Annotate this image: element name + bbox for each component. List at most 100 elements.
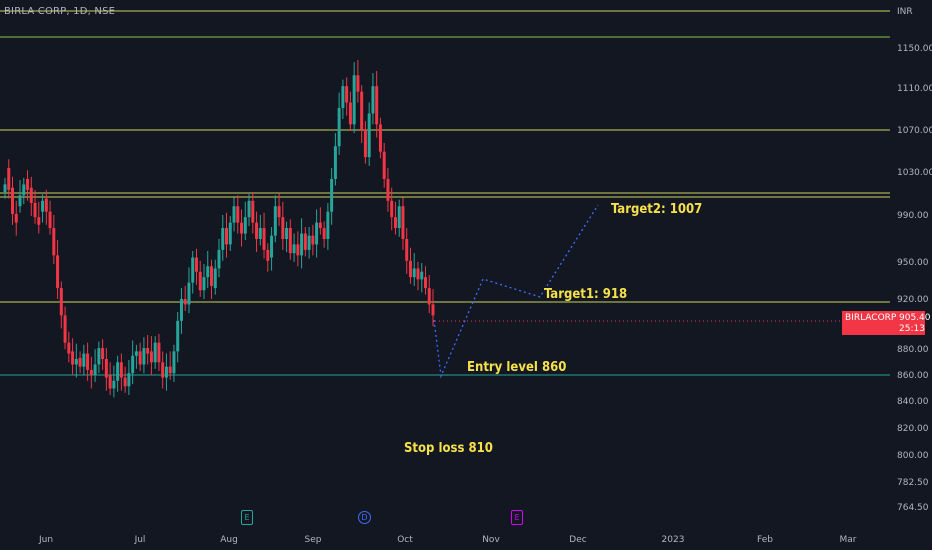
candle-body xyxy=(101,348,105,360)
candle-body xyxy=(243,217,247,234)
candle-body xyxy=(360,91,364,130)
candle-body xyxy=(420,271,424,280)
price-badge-symbol: BIRLACORPN xyxy=(845,313,904,323)
candle-body xyxy=(63,315,67,343)
candle-body xyxy=(26,178,30,190)
candle-body xyxy=(108,375,112,389)
candle-body xyxy=(378,124,382,152)
candle-body xyxy=(315,222,319,245)
candle-body xyxy=(390,200,394,218)
candle-body xyxy=(225,228,229,245)
candle-body xyxy=(3,184,7,193)
split-event-icon[interactable]: E xyxy=(511,510,523,525)
currency-label: INR xyxy=(897,7,913,17)
candle-body xyxy=(341,86,345,109)
candle-body xyxy=(303,233,307,250)
target1-label: Target1: 918 xyxy=(544,287,628,302)
price-tick-label: 800.00 xyxy=(897,451,929,461)
candle-body xyxy=(191,257,195,283)
candle-body xyxy=(172,351,176,374)
candle-body xyxy=(41,200,45,212)
entry-level-label: Entry level 860 xyxy=(467,360,567,375)
candle-body xyxy=(67,342,71,354)
candle-body xyxy=(363,129,367,158)
candle-body xyxy=(52,228,56,256)
time-tick-label: Feb xyxy=(757,535,773,545)
candle-body xyxy=(56,255,60,289)
candle-body xyxy=(300,233,304,256)
earnings-event-icon[interactable]: E xyxy=(241,510,253,525)
time-tick-label: Aug xyxy=(220,535,238,545)
candle-body xyxy=(307,235,311,250)
price-tick-label: 1070.00 xyxy=(897,126,932,136)
price-tick-label: 920.00 xyxy=(897,295,929,305)
candle-body xyxy=(337,108,341,147)
candle-body xyxy=(22,184,26,196)
candle-body xyxy=(146,348,150,354)
candle-body xyxy=(194,257,198,272)
candle-body xyxy=(119,362,123,378)
price-tick-label: 860.00 xyxy=(897,371,929,381)
candle-body xyxy=(221,228,225,250)
candle-body xyxy=(371,86,375,114)
price-tick-label: 840.00 xyxy=(897,397,929,407)
candle-body xyxy=(179,299,183,321)
candle-body xyxy=(206,266,210,278)
candle-body xyxy=(176,320,180,352)
time-tick-label: Sep xyxy=(305,535,322,545)
candle-body xyxy=(74,359,78,365)
target2-label: Target2: 1007 xyxy=(611,202,703,217)
price-tick-label: 950.00 xyxy=(897,258,929,268)
price-tick-label: 990.00 xyxy=(897,211,929,221)
candle-body xyxy=(228,222,232,245)
price-tick-label: 820.00 xyxy=(897,424,929,434)
candle-body xyxy=(18,195,22,207)
candle-body xyxy=(127,373,131,387)
candle-body xyxy=(386,178,390,201)
candle-body xyxy=(14,213,18,223)
candle-body xyxy=(104,359,108,378)
candle-body xyxy=(375,86,379,125)
candle-body xyxy=(247,200,251,218)
candle-body xyxy=(408,260,412,278)
price-tick-label: 782.50 xyxy=(897,478,929,488)
candle-body xyxy=(7,168,11,190)
candle-body xyxy=(251,200,255,223)
price-tick-label: 1110.00 xyxy=(897,84,932,94)
price-tick-label: 1030.00 xyxy=(897,168,932,178)
candle-body xyxy=(288,228,292,254)
candle-body xyxy=(59,288,63,316)
last-price-value: 905.40 xyxy=(899,313,931,323)
dividend-event-icon[interactable]: D xyxy=(358,511,371,524)
candle-body xyxy=(93,364,97,376)
candle-body xyxy=(255,222,259,239)
candle-body xyxy=(393,217,397,229)
candle-body xyxy=(112,380,116,389)
time-tick-label: Jun xyxy=(38,535,53,545)
candle-body xyxy=(401,206,405,239)
candle-body xyxy=(296,244,300,256)
candle-body xyxy=(431,304,435,316)
candle-body xyxy=(352,75,356,125)
candle-body xyxy=(281,217,285,239)
candle-body xyxy=(232,206,236,223)
candle-body xyxy=(397,206,401,229)
price-tick-label: 1150.00 xyxy=(897,44,932,54)
candle-body xyxy=(356,75,360,92)
candle-body xyxy=(258,228,262,239)
candle-body xyxy=(322,228,326,239)
candle-body xyxy=(405,238,409,261)
candle-body xyxy=(142,348,146,365)
countdown-timer: 25:13 xyxy=(899,324,925,334)
candle-body xyxy=(236,206,240,223)
candle-body xyxy=(367,113,371,158)
candle-body xyxy=(198,271,202,291)
candle-body xyxy=(164,366,168,378)
candle-body xyxy=(213,268,217,289)
candle-body xyxy=(318,222,322,229)
candle-body xyxy=(97,348,101,365)
time-tick-label: Mar xyxy=(840,535,857,545)
candle-body xyxy=(44,198,48,212)
candle-body xyxy=(71,351,75,365)
